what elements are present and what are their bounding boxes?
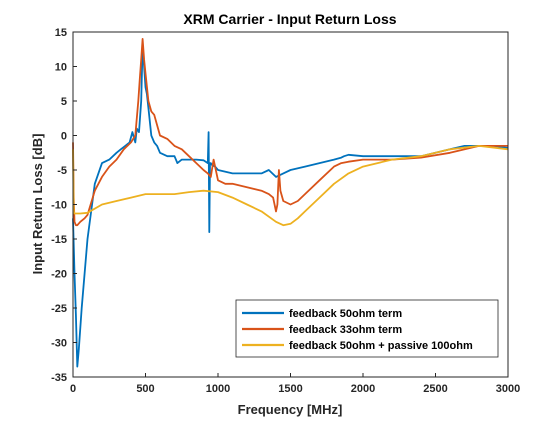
legend: feedback 50ohm term feedback 33ohm term … <box>235 299 499 358</box>
y-tick-label: 0 <box>61 131 67 143</box>
y-tick-label: 5 <box>61 96 67 108</box>
x-axis-label: Frequency [MHz] <box>238 402 343 417</box>
x-tick-label: 1000 <box>206 383 230 395</box>
series-layer <box>72 38 509 368</box>
y-tick-label: 10 <box>55 62 67 74</box>
y-tick-label: 15 <box>55 27 67 39</box>
tick-layer: 0 500 1000 1500 2000 2500 3000 15 10 5 0 -5 -10 -15 -2… <box>51 27 520 395</box>
y-tick-label: -15 <box>51 234 67 246</box>
y-tick-label: -30 <box>51 338 67 350</box>
y-tick-label: -25 <box>51 303 67 315</box>
chart-title: XRM Carrier - Input Return Loss <box>183 11 396 27</box>
x-tick-label: 3000 <box>496 383 520 395</box>
y-tick-label: -20 <box>51 269 67 281</box>
legend-label-1: feedback 33ohm term <box>289 324 402 336</box>
y-tick-label: -5 <box>57 165 67 177</box>
x-tick-label: 2000 <box>351 383 375 395</box>
legend-label-0: feedback 50ohm term <box>289 308 402 320</box>
x-tick-label: 1500 <box>278 383 302 395</box>
x-tick-label: 500 <box>136 383 154 395</box>
y-tick-label: -35 <box>51 372 67 384</box>
legend-label-2: feedback 50ohm + passive 100ohm <box>289 340 473 352</box>
y-tick-label: -10 <box>51 200 67 212</box>
y-axis-label: Input Return Loss [dB] <box>30 134 45 275</box>
x-tick-label: 2500 <box>423 383 447 395</box>
series-line-2 <box>72 144 509 227</box>
series-line-1 <box>72 38 508 227</box>
series-line-0 <box>72 44 509 368</box>
x-tick-label: 0 <box>70 383 76 395</box>
